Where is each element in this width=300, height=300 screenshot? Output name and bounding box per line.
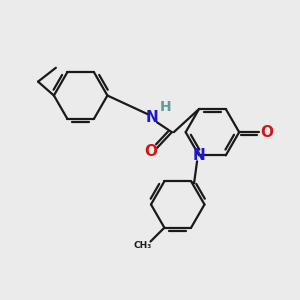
Text: N: N xyxy=(193,148,206,163)
Text: CH₃: CH₃ xyxy=(134,241,152,250)
Text: O: O xyxy=(260,125,273,140)
Text: O: O xyxy=(145,145,158,160)
Text: H: H xyxy=(160,100,172,114)
Text: N: N xyxy=(146,110,158,125)
